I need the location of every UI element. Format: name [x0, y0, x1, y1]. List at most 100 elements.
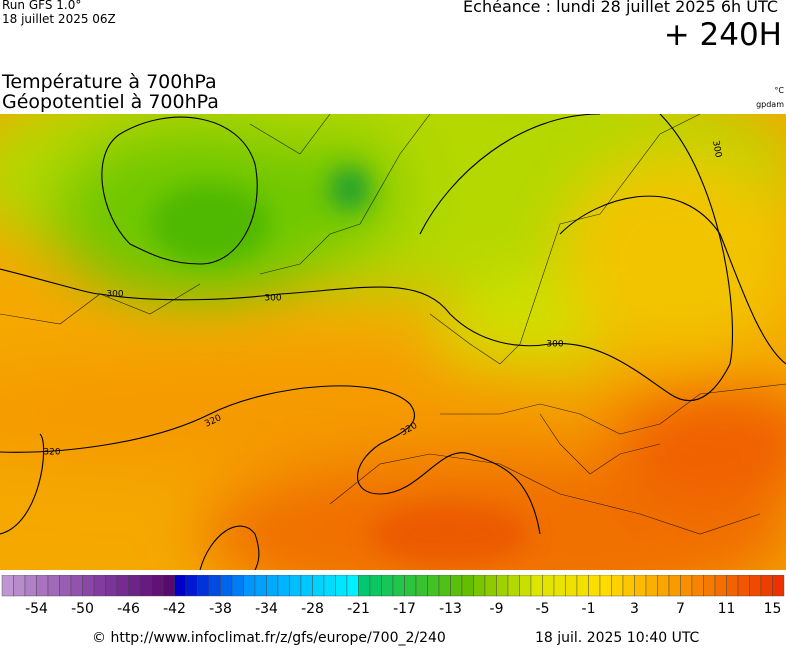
color-swatch: [197, 575, 210, 597]
color-swatch: [369, 575, 382, 597]
color-swatch: [496, 575, 509, 597]
color-swatch: [542, 575, 555, 597]
color-swatch: [645, 575, 658, 597]
colorbar-label: -42: [163, 601, 186, 617]
color-swatch: [599, 575, 612, 597]
echeance: Echéance : lundi 28 juillet 2025 6h UTC: [463, 0, 778, 16]
color-swatch: [277, 575, 290, 597]
contour-label: 300: [106, 290, 123, 300]
color-swatch: [185, 575, 198, 597]
color-swatch: [415, 575, 428, 597]
color-swatch: [128, 575, 141, 597]
colorbar-label: -9: [490, 601, 504, 617]
run-date: 18 juillet 2025 06Z: [2, 12, 116, 26]
colorbar-label: -46: [117, 601, 140, 617]
color-swatch: [392, 575, 405, 597]
color-swatch: [220, 575, 233, 597]
colorbar-label: 7: [676, 601, 685, 617]
colorbar-label: -34: [255, 601, 278, 617]
title-temp: Température à 700hPa: [2, 71, 217, 93]
unit-temp: °C: [774, 86, 784, 95]
color-swatch: [358, 575, 371, 597]
color-swatch: [105, 575, 118, 597]
color-swatch: [300, 575, 313, 597]
colorbar-label: 15: [764, 601, 782, 617]
color-swatch: [760, 575, 773, 597]
color-swatch: [749, 575, 762, 597]
color-swatch: [47, 575, 60, 597]
color-swatch: [427, 575, 440, 597]
color-swatch: [519, 575, 532, 597]
color-swatch: [24, 575, 37, 597]
color-swatch: [93, 575, 106, 597]
color-swatch: [243, 575, 256, 597]
contour-label: 300: [264, 294, 281, 304]
color-swatch: [151, 575, 164, 597]
color-swatch: [703, 575, 716, 597]
color-swatch: [1, 575, 14, 597]
color-swatch: [530, 575, 543, 597]
color-swatch: [507, 575, 520, 597]
lead-time: + 240H: [663, 17, 782, 53]
color-swatch: [231, 575, 244, 597]
unit-geo: gpdam: [756, 100, 784, 109]
color-swatch: [450, 575, 463, 597]
colorbar-label: -54: [25, 601, 48, 617]
color-swatch: [565, 575, 578, 597]
color-swatch: [657, 575, 670, 597]
color-swatch: [772, 575, 785, 597]
color-swatch: [346, 575, 359, 597]
contour-label: 320: [43, 448, 60, 458]
color-swatch: [13, 575, 26, 597]
colorbar-label: -5: [536, 601, 550, 617]
contour-label: 300: [710, 140, 723, 159]
color-swatch: [714, 575, 727, 597]
color-swatch: [323, 575, 336, 597]
color-swatch: [289, 575, 302, 597]
color-swatch: [174, 575, 187, 597]
color-swatch: [208, 575, 221, 597]
color-swatch: [381, 575, 394, 597]
contours: [0, 114, 786, 570]
color-swatch: [588, 575, 601, 597]
color-swatch: [461, 575, 474, 597]
color-swatch: [70, 575, 83, 597]
colorbar-label: -21: [347, 601, 370, 617]
color-swatch: [622, 575, 635, 597]
timestamp: 18 juil. 2025 10:40 UTC: [535, 630, 700, 646]
color-swatch: [680, 575, 693, 597]
colorbar-label: -17: [393, 601, 416, 617]
color-swatch: [254, 575, 267, 597]
color-swatch: [553, 575, 566, 597]
color-swatch: [691, 575, 704, 597]
color-swatch: [484, 575, 497, 597]
color-swatch: [36, 575, 49, 597]
color-swatch: [576, 575, 589, 597]
color-swatch: [726, 575, 739, 597]
color-swatch: [335, 575, 348, 597]
title-geo: Géopotentiel à 700hPa: [2, 91, 219, 113]
color-swatch: [82, 575, 95, 597]
contour-label: 300: [546, 340, 563, 350]
color-swatch: [668, 575, 681, 597]
colorbar-label: -50: [71, 601, 94, 617]
colorbar-label: 3: [630, 601, 639, 617]
color-swatch: [162, 575, 175, 597]
color-swatch: [116, 575, 129, 597]
color-swatch: [404, 575, 417, 597]
color-swatch: [266, 575, 279, 597]
color-swatch: [737, 575, 750, 597]
run-label: Run GFS 1.0°: [2, 0, 82, 12]
color-swatch: [139, 575, 152, 597]
colorbar-label: -13: [439, 601, 462, 617]
color-swatch: [312, 575, 325, 597]
color-swatch: [438, 575, 451, 597]
color-swatch: [611, 575, 624, 597]
color-swatch: [634, 575, 647, 597]
colorbar-label: -28: [301, 601, 324, 617]
colorbar-label: -38: [209, 601, 232, 617]
colorbar: -54 -50 -46 -42 -38 -34 -28 -21 -17 -13 -9 -5 -1 3 7 11…: [1, 575, 785, 617]
source-url: © http://www.infoclimat.fr/z/gfs/europe/…: [92, 630, 446, 646]
